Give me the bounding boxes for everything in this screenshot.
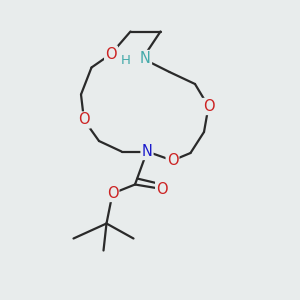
Text: N: N xyxy=(140,51,151,66)
Text: N: N xyxy=(142,144,152,159)
Text: O: O xyxy=(105,46,117,62)
Text: O: O xyxy=(203,99,214,114)
Text: H: H xyxy=(121,53,131,67)
Text: O: O xyxy=(78,112,90,128)
Text: O: O xyxy=(167,153,178,168)
Text: O: O xyxy=(107,186,118,201)
Text: O: O xyxy=(156,182,168,196)
